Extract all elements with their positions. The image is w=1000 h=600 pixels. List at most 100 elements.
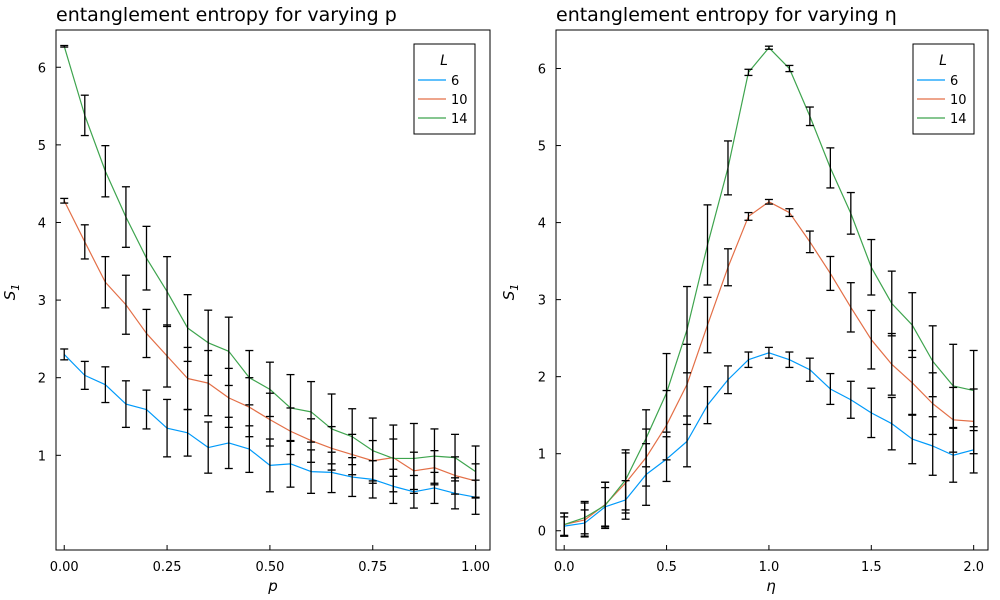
right-error-bar	[703, 204, 712, 286]
left-error-bar	[389, 424, 398, 493]
right-x-axis-label: η	[766, 577, 776, 595]
left-error-bar	[121, 274, 130, 335]
right-error-bar	[642, 409, 651, 468]
right-error-bar	[744, 68, 753, 77]
left-error-bar	[101, 255, 110, 309]
right-error-bar	[846, 282, 855, 333]
left-chart-panel: entanglement entropy for varying p 0.00 0…	[1, 4, 491, 595]
right-error-bar	[764, 45, 773, 50]
right-error-bar	[969, 349, 978, 432]
right-error-bar	[580, 500, 589, 535]
right-error-bar	[744, 351, 753, 369]
right-error-bar	[928, 325, 937, 398]
right-error-bar	[867, 238, 876, 296]
left-x-tick-label: 0.50	[255, 560, 284, 575]
right-error-bar	[560, 512, 569, 537]
right-error-bar	[908, 292, 917, 359]
left-legend-title: L	[440, 53, 448, 69]
right-error-bar	[662, 352, 671, 433]
right-y-axis-label-subscript: 1	[508, 284, 521, 291]
right-error-bar	[723, 248, 732, 287]
right-legend-label-6: 6	[950, 74, 958, 89]
right-error-bar	[908, 413, 917, 465]
right-error-bar	[764, 198, 773, 205]
right-error-bar	[703, 386, 712, 425]
left-y-axis-label-subscript: 1	[9, 284, 22, 291]
left-error-bar	[80, 360, 89, 390]
left-y-tick-label: 4	[38, 216, 46, 231]
left-error-bar	[348, 408, 357, 466]
left-legend-label-10: 10	[451, 93, 468, 108]
left-legend-label-6: 6	[451, 74, 459, 89]
right-y-tick-label: 6	[538, 63, 546, 78]
left-ticks: 0.00 0.25 0.50 0.75 1.00 1 2 3 4 5 6	[38, 61, 490, 575]
right-chart-title: entanglement entropy for varying η	[556, 4, 897, 26]
right-error-bar	[887, 396, 896, 451]
right-error-bar	[703, 296, 712, 354]
right-y-axis-label: S1	[500, 284, 521, 301]
left-error-bar	[245, 349, 254, 406]
right-error-bar	[785, 351, 794, 369]
right-y-tick-label: 0	[538, 525, 546, 540]
left-y-axis-label: S1	[1, 284, 22, 301]
left-error-bar	[142, 308, 151, 359]
left-error-bar	[368, 417, 377, 484]
right-legend-title: L	[939, 53, 947, 69]
left-y-tick-label: 3	[38, 294, 46, 309]
right-error-bar	[887, 270, 896, 337]
left-marks	[60, 44, 480, 515]
right-error-bar	[846, 380, 855, 419]
left-error-bar	[224, 316, 233, 387]
left-legend-label-14: 14	[451, 112, 468, 127]
left-y-axis-label-main: S	[1, 290, 19, 300]
left-error-bar	[163, 255, 172, 328]
right-error-bar	[867, 387, 876, 439]
left-y-tick-label: 6	[38, 61, 46, 76]
left-error-bar	[327, 393, 336, 465]
right-plot-frame	[555, 29, 989, 551]
left-error-bar	[101, 366, 110, 404]
right-x-tick-label: 1.5	[861, 560, 882, 575]
left-error-bar	[80, 94, 89, 137]
left-error-bar	[60, 197, 69, 204]
right-error-bar	[601, 481, 610, 530]
left-error-bar	[60, 348, 69, 361]
left-x-axis-label: p	[267, 577, 278, 595]
right-error-bar	[908, 349, 917, 416]
right-error-bar	[826, 147, 835, 189]
right-x-tick-label: 0.0	[554, 560, 575, 575]
right-error-bar	[785, 64, 794, 73]
left-x-tick-label: 1.00	[461, 560, 490, 575]
left-error-bar	[204, 309, 213, 377]
left-error-bar	[101, 144, 110, 198]
right-y-tick-label: 5	[538, 140, 546, 155]
left-legend-box	[413, 43, 476, 135]
left-error-bar	[286, 373, 295, 442]
right-x-tick-label: 1.0	[759, 560, 780, 575]
right-y-tick-label: 4	[538, 217, 546, 232]
left-error-bar	[183, 408, 192, 457]
right-error-bar	[949, 343, 958, 429]
left-x-tick-label: 0.25	[153, 560, 182, 575]
right-error-bar	[723, 365, 732, 395]
right-error-bar	[785, 208, 794, 218]
left-error-bar	[183, 294, 192, 363]
left-error-bar	[121, 380, 130, 429]
right-y-axis-label-main: S	[500, 290, 518, 300]
right-chart-panel: entanglement entropy for varying η 0.0 0.…	[500, 4, 989, 595]
left-chart-title: entanglement entropy for varying p	[56, 4, 397, 26]
left-error-bar	[409, 422, 418, 494]
left-y-tick-label: 1	[38, 449, 46, 464]
left-error-bar	[121, 186, 130, 248]
left-error-bar	[204, 421, 213, 474]
right-x-tick-label: 0.5	[656, 560, 677, 575]
right-error-bar	[764, 346, 773, 359]
right-legend: L 6 10 14	[912, 43, 975, 135]
left-error-bar	[163, 398, 172, 458]
right-error-bar	[867, 309, 876, 370]
left-error-bar	[430, 428, 439, 484]
right-error-bar	[826, 255, 835, 292]
right-legend-box	[912, 43, 975, 135]
left-plot-frame	[55, 29, 491, 551]
